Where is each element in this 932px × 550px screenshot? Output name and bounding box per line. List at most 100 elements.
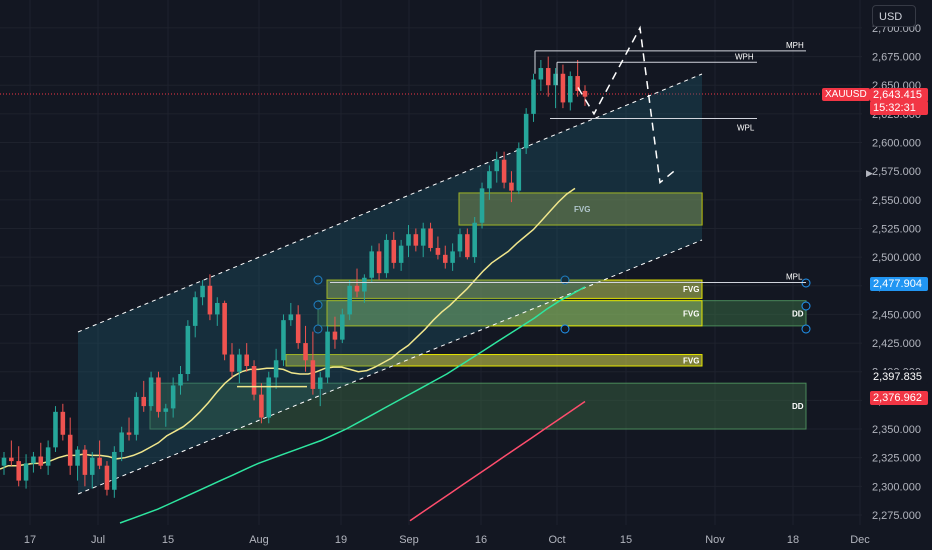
candle-body: [281, 320, 286, 361]
candle-body: [523, 113, 529, 149]
moving-averages: [0, 187, 586, 524]
candle-body: [413, 234, 419, 246]
candle-body: [163, 408, 169, 412]
candle-body: [104, 465, 110, 490]
x-tick-label: 15: [162, 534, 174, 546]
zone-handle: [560, 324, 570, 334]
y-tick-label: 2,450.000: [872, 309, 921, 321]
candle-body: [16, 461, 21, 481]
x-tick-label: Oct: [548, 534, 565, 546]
zone-label: FVG: [683, 285, 699, 294]
candle-body: [487, 171, 492, 189]
candle-body: [575, 76, 580, 91]
price-tag-red-value: 2,376.962: [873, 392, 922, 404]
y-tick-label: 2,600.000: [872, 138, 921, 150]
candle-body: [457, 234, 463, 252]
price-tag-red: 2,376.962: [870, 391, 928, 405]
candle-body: [23, 463, 29, 481]
candle-body: [45, 447, 51, 466]
ma-line: [409, 400, 586, 522]
candle-body: [67, 434, 73, 466]
zone-label: FVG: [683, 309, 699, 318]
channel-upper-line: [77, 73, 703, 333]
y-tick-label: 2,325.000: [872, 453, 921, 465]
last-price-value: 2,643.415: [873, 89, 922, 101]
candle-body: [406, 234, 411, 246]
x-tick-label: 17: [24, 534, 36, 546]
candle-body: [148, 377, 154, 407]
candle-body: [82, 449, 88, 475]
y-tick-label: 2,525.000: [872, 223, 921, 235]
candle-body: [134, 396, 139, 435]
price-tag-crosshair: 2,397.835: [870, 370, 928, 384]
candle-body: [310, 360, 316, 389]
candle-body: [126, 432, 132, 435]
candle-body: [9, 457, 14, 462]
candle-body: [141, 396, 147, 407]
levels-layer: MPH WPH WPL MPL: [237, 41, 806, 388]
x-axis[interactable]: 17 Jul 15 Aug 19 Sep 16 Oct 15 Nov 18 Dec: [24, 534, 870, 546]
y-tick-label: 2,550.000: [872, 195, 921, 207]
candle-body: [398, 245, 404, 263]
candle-body: [214, 302, 220, 315]
level-label: WPH: [735, 52, 754, 61]
zone-handle: [801, 278, 811, 288]
y-tick-label: 2,275.000: [872, 510, 921, 522]
candle-body: [207, 285, 213, 315]
candle-body: [222, 302, 227, 355]
candle-body: [288, 314, 294, 321]
candle-body: [582, 90, 588, 97]
candle-body: [200, 285, 205, 298]
x-tick-label: Dec: [850, 534, 870, 546]
candle-body: [178, 374, 183, 386]
candle-body: [303, 343, 308, 361]
x-tick-label: Sep: [399, 534, 419, 546]
level-label: WPL: [737, 123, 755, 132]
zone-label: FVG: [683, 356, 699, 365]
candle-body: [156, 377, 161, 412]
zone-label: DD: [792, 402, 804, 411]
y-tick-label: 2,575.000: [872, 166, 921, 178]
zone-fvg: [326, 300, 703, 327]
x-tick-label: 15: [620, 534, 632, 546]
candle-body: [354, 285, 360, 292]
zone-label: DD: [792, 309, 804, 318]
candle-body: [501, 159, 507, 183]
candle-body: [384, 239, 389, 274]
zone-handle: [801, 301, 811, 311]
candle-body: [112, 451, 117, 490]
candle-body: [391, 239, 397, 263]
zone-handle: [313, 300, 323, 310]
candle-body: [553, 73, 558, 86]
candle-body: [192, 297, 198, 326]
candle-body: [479, 188, 485, 223]
zone-label: FVG: [574, 205, 590, 214]
zone-fvg: [285, 354, 703, 367]
price-tag-mpl-value: 2,477.904: [873, 278, 922, 290]
candle-body: [53, 411, 58, 448]
scroll-right-icon[interactable]: ▶: [866, 168, 873, 178]
channel-fill: [78, 74, 702, 494]
candle-body: [1, 457, 7, 466]
candle-body: [295, 314, 301, 344]
x-tick-label: Aug: [249, 534, 269, 546]
currency-button[interactable]: USD: [872, 5, 916, 27]
candle-body: [332, 331, 338, 340]
candle-body: [428, 228, 433, 248]
zone-handle: [313, 275, 323, 285]
candle-body: [347, 285, 352, 315]
y-tick-label: 2,425.000: [872, 338, 921, 350]
candle-body: [531, 79, 536, 114]
candle-body: [60, 411, 66, 435]
candle-body: [237, 354, 242, 372]
projection-line: [577, 25, 675, 185]
y-tick-label: 2,350.000: [872, 424, 921, 436]
candle-body: [89, 457, 95, 475]
price-tag-mpl: 2,477.904: [870, 277, 928, 291]
level-label: MPL: [786, 272, 803, 281]
candle-body: [185, 325, 191, 375]
candle-body: [494, 159, 500, 172]
candle-body: [340, 314, 345, 340]
x-tick-label: Nov: [705, 534, 725, 546]
